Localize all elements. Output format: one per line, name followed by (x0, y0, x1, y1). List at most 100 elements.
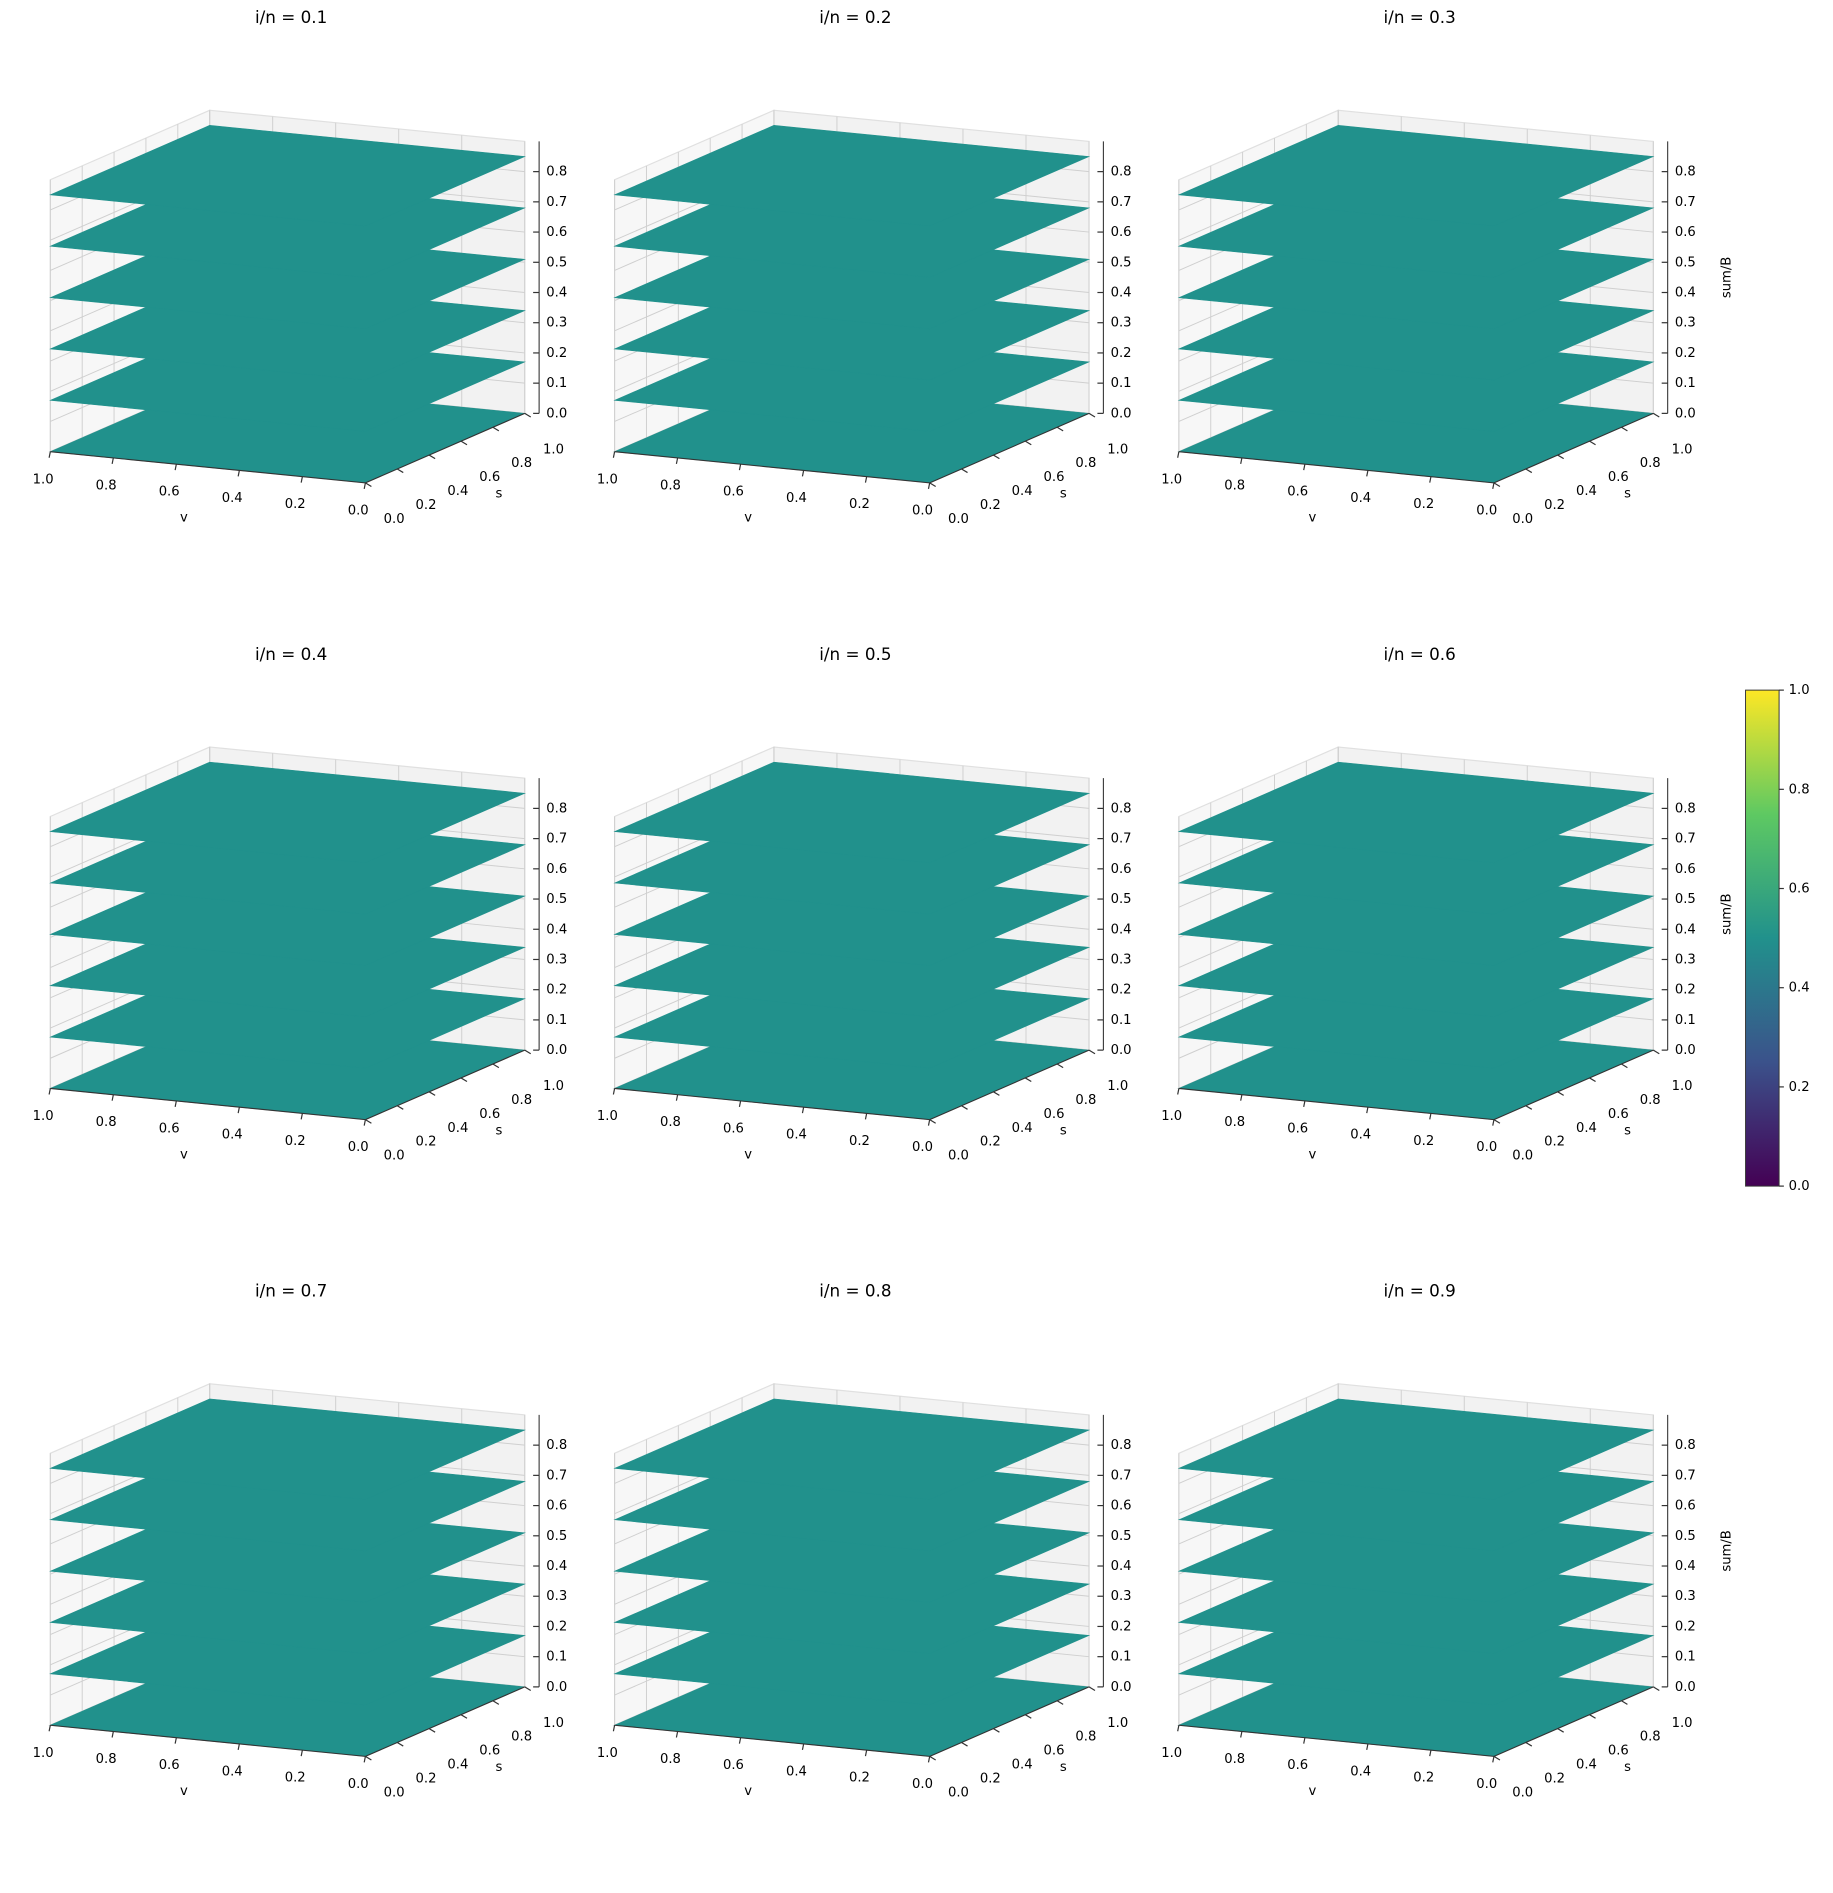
surface-plane (49, 761, 526, 864)
colorbar-tick-label: 1.0 (1789, 683, 1810, 698)
y-tick (1088, 412, 1096, 418)
y-tick (365, 482, 372, 487)
x-tick (363, 482, 366, 489)
x-axis-line (1178, 1087, 1495, 1121)
x-tick (1303, 464, 1306, 471)
y-tick-label: 0.4 (447, 1758, 468, 1773)
y-tick (365, 1119, 372, 1124)
x-axis-line (50, 451, 366, 484)
y-tick (1088, 1686, 1096, 1691)
x-tick (801, 1743, 805, 1751)
x-tick-label: 0.4 (222, 491, 243, 506)
subplot-title: i/n = 0.8 (819, 1281, 891, 1301)
x-tick-label: 0.8 (96, 1115, 117, 1130)
z-tick-label: 0.8 (1675, 165, 1696, 180)
y-tick-label: 1.0 (1107, 442, 1128, 457)
y-tick-label: 1.0 (1107, 1716, 1128, 1731)
z-tick-label: 0.6 (1675, 225, 1696, 240)
y-tick (1024, 440, 1032, 446)
y-tick (1493, 1755, 1501, 1761)
z-tick-label: 0.1 (546, 1013, 567, 1028)
x-tick (675, 457, 679, 465)
y-tick-label: 0.0 (948, 1149, 969, 1164)
z-tick-label: 0.0 (546, 406, 567, 421)
x-tick (864, 1113, 868, 1120)
y-tick-label: 1.0 (543, 1716, 564, 1731)
y-tick-label: 0.8 (1075, 1093, 1096, 1108)
subplot: i/n = 0.9 1.0 0.8 0.6 0.4 0.2 0.0 0.0 0.2 0.4 0.6 0… (1161, 1281, 1734, 1801)
subplot: i/n = 0.1 1.0 0.8 0.6 0.4 0.2 0.0 0.0 0.2 0.4 0.6 0… (33, 7, 568, 527)
x-tick (738, 1100, 742, 1108)
z-tick-label: 0.6 (546, 1499, 567, 1514)
y-tick-label: 1.0 (1672, 1079, 1693, 1094)
x-tick-label: 0.6 (159, 1758, 180, 1773)
y-axis-label: s (496, 1123, 503, 1138)
x-tick-label: 0.8 (1224, 478, 1245, 493)
y-tick-label: 0.2 (980, 1771, 1001, 1786)
x-tick-label: 0.4 (1350, 1764, 1371, 1779)
x-axis-label: v (180, 1147, 188, 1162)
x-tick (111, 1731, 114, 1738)
y-tick (1652, 1049, 1660, 1055)
x-tick (1429, 1113, 1432, 1120)
z-tick-label: 0.1 (1675, 376, 1696, 391)
x-tick-label: 0.8 (660, 478, 681, 493)
z-tick-label: 0.6 (1111, 862, 1132, 877)
y-tick-label: 0.2 (980, 498, 1001, 513)
x-axis-label: v (180, 511, 188, 526)
subplot: i/n = 0.7 1.0 0.8 0.6 0.4 0.2 0.0 0.0 0.2 0.4 0.6 0… (33, 1281, 568, 1801)
x-tick (1240, 1094, 1243, 1101)
z-tick-label: 0.1 (546, 376, 567, 391)
colorbar-tick-label: 0.4 (1789, 981, 1810, 996)
y-tick-label: 0.4 (1012, 1121, 1033, 1136)
z-tick-label: 0.2 (1111, 346, 1132, 361)
x-tick (1429, 1750, 1432, 1757)
x-tick-label: 0.2 (849, 497, 870, 512)
y-tick (492, 1063, 500, 1069)
subplot-title: i/n = 0.9 (1384, 1281, 1456, 1301)
z-tick-label: 0.1 (546, 1650, 567, 1665)
y-tick-label: 0.0 (384, 512, 405, 527)
x-tick-label: 0.4 (1350, 1128, 1371, 1143)
x-tick-label: 0.2 (849, 1134, 870, 1149)
y-axis-line (365, 1686, 525, 1757)
z-tick-label: 0.7 (1111, 1468, 1132, 1483)
y-axis-line (365, 412, 525, 484)
x-tick-label: 1.0 (33, 1109, 54, 1124)
z-tick-label: 0.3 (1675, 316, 1696, 331)
x-axis-label: v (1309, 511, 1317, 526)
x-tick (48, 1725, 51, 1732)
y-axis-label: s (496, 1760, 503, 1775)
subplot-title: i/n = 0.7 (255, 1281, 327, 1301)
x-tick (738, 464, 742, 471)
x-axis-label: v (744, 511, 752, 526)
z-tick-label: 0.8 (1111, 165, 1132, 180)
z-tick-label: 0.2 (546, 346, 567, 361)
x-tick-label: 0.4 (786, 1128, 807, 1143)
colorbar-tick-label: 0.8 (1789, 782, 1810, 797)
z-tick-label: 0.0 (546, 1043, 567, 1058)
y-tick-label: 0.2 (980, 1135, 1001, 1150)
x-tick-label: 0.4 (222, 1128, 243, 1143)
y-tick (1088, 1049, 1096, 1055)
z-tick-label: 0.8 (1111, 801, 1132, 816)
y-tick-label: 0.2 (416, 1135, 437, 1150)
subplot: i/n = 0.4 1.0 0.8 0.6 0.4 0.2 0.0 0.0 0.2 0.4 0.6 0… (33, 644, 568, 1164)
x-tick-label: 0.2 (285, 1771, 306, 1786)
y-tick (524, 412, 532, 418)
y-tick-label: 0.4 (1576, 1758, 1597, 1773)
y-tick (961, 468, 968, 474)
y-tick (1525, 1105, 1533, 1110)
z-tick-label: 0.5 (546, 255, 567, 270)
y-axis-label: s (1624, 487, 1631, 502)
y-tick-label: 0.8 (1640, 1730, 1661, 1745)
y-tick (1589, 1077, 1596, 1083)
subplot: i/n = 0.2 1.0 0.8 0.6 0.4 0.2 0.0 0.0 0.2 0.4 0.6 0… (597, 7, 1132, 527)
x-tick (174, 1100, 177, 1108)
y-tick (993, 454, 1000, 460)
x-tick (1492, 482, 1495, 489)
y-tick-label: 0.2 (416, 1771, 437, 1786)
x-tick-label: 1.0 (1161, 1109, 1182, 1124)
z-tick-label: 0.6 (1111, 1499, 1132, 1514)
x-tick (1240, 1731, 1243, 1738)
